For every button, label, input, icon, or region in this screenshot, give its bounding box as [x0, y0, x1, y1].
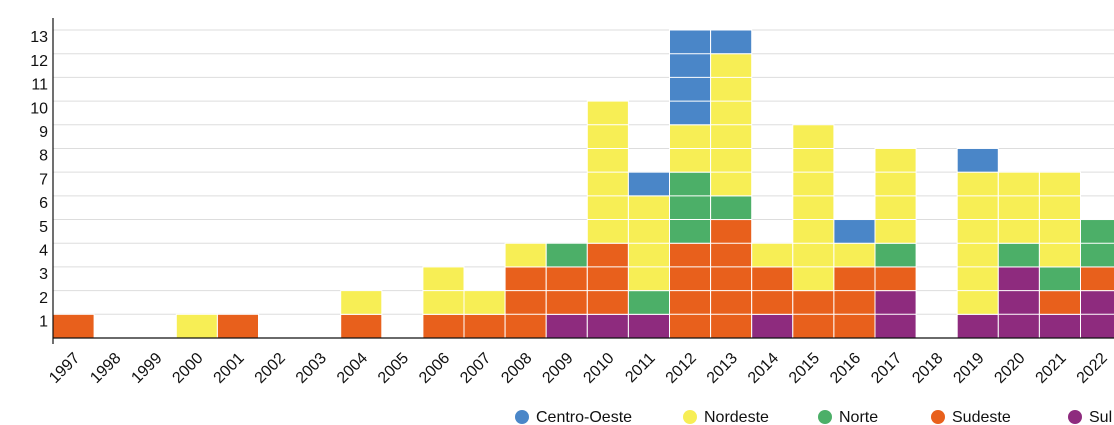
bar-segment	[175, 313, 218, 339]
bar-segment	[1080, 266, 1114, 292]
y-tick-label: 9	[39, 124, 48, 141]
x-tick-label: 2012	[663, 350, 700, 387]
x-tick-label: 2014	[745, 350, 782, 387]
x-tick-label: 2006	[416, 350, 453, 387]
bar-segment	[1038, 290, 1082, 315]
y-tick-label: 13	[30, 29, 48, 46]
y-tick-label: 4	[39, 242, 48, 259]
legend-swatch	[931, 410, 945, 424]
bar-segment	[586, 242, 629, 315]
y-tick-label: 7	[39, 171, 48, 188]
x-tick-label: 2003	[293, 350, 330, 387]
x-tick-label: 2002	[252, 350, 289, 387]
x-tick-label: 2007	[457, 350, 494, 387]
bar-segment	[545, 313, 588, 339]
bar-segment	[627, 290, 671, 315]
y-tick-label: 6	[39, 195, 48, 212]
bar-segment	[997, 171, 1040, 244]
x-tick-label: 2015	[786, 350, 823, 387]
x-tick-label: 1999	[128, 350, 165, 387]
x-tick-label: 2008	[498, 350, 535, 387]
legend-swatch	[683, 410, 697, 424]
x-tick-label: 1997	[46, 350, 83, 387]
x-tick-label: 1998	[87, 350, 124, 387]
x-tick-label: 2013	[704, 350, 741, 387]
bar-segment	[710, 219, 753, 339]
bar-segment	[874, 242, 917, 268]
legend-label: Nordeste	[704, 409, 769, 425]
bar-segment	[710, 195, 753, 221]
x-tick-label: 2022	[1074, 350, 1111, 387]
bar-segment	[627, 313, 671, 339]
legend-label: Norte	[839, 409, 878, 425]
bar-segment	[710, 29, 753, 55]
legend-swatch	[818, 410, 832, 424]
x-tick-label: 2011	[622, 350, 658, 386]
bar-segment	[463, 290, 506, 315]
x-tick-label: 2000	[169, 350, 206, 387]
bar-segment	[340, 290, 383, 315]
bar-segment	[504, 242, 547, 268]
bar-segment	[216, 313, 259, 339]
x-tick-label: 2004	[334, 350, 371, 387]
bar-segment	[792, 124, 835, 292]
bar-segment	[463, 313, 506, 339]
bar-segment	[956, 313, 999, 339]
x-tick-label: 2016	[827, 350, 864, 387]
bar-segment	[504, 266, 547, 339]
x-tick-label: 2010	[580, 350, 617, 387]
bar-segment	[586, 313, 629, 339]
y-tick-label: 5	[39, 219, 48, 236]
x-tick-label: 2019	[950, 350, 987, 387]
x-tick-label: 2018	[909, 350, 946, 387]
y-tick-label: 11	[31, 77, 48, 94]
y-tick-label: 12	[30, 53, 48, 70]
bar-segment	[627, 171, 671, 197]
bar-segment	[997, 242, 1040, 268]
bar-segment	[751, 313, 794, 339]
y-tick-label: 2	[39, 290, 48, 307]
x-tick-label: 2017	[868, 350, 905, 387]
bar-segment	[669, 171, 712, 244]
bar-segment	[833, 242, 876, 268]
y-tick-label: 8	[39, 148, 48, 165]
bar-segment	[833, 219, 876, 244]
x-tick-label: 2021	[1033, 350, 1070, 387]
legend-label: Centro-Oeste	[536, 409, 632, 425]
bar-segment	[340, 313, 383, 339]
bar-segment	[997, 266, 1040, 339]
legend-swatch	[1068, 410, 1082, 424]
bar-segment	[751, 242, 794, 268]
x-tick-label: 2020	[991, 350, 1028, 387]
bar-segment	[874, 266, 917, 292]
y-tick-label: 1	[39, 314, 48, 331]
bar-segment	[1038, 266, 1082, 292]
x-tick-label: 2001	[211, 350, 248, 387]
bar-segment	[833, 266, 876, 339]
y-tick-label: 3	[39, 266, 48, 283]
y-tick-label: 10	[30, 100, 48, 117]
legend-swatch	[515, 410, 529, 424]
bar-segment	[52, 313, 95, 339]
x-tick-label: 2009	[539, 350, 576, 387]
legend-label: Sudeste	[952, 409, 1011, 425]
bar-segment	[422, 313, 465, 339]
bar-segment	[1038, 313, 1082, 339]
legend-label: Sul	[1089, 409, 1112, 425]
x-tick-label: 2005	[375, 350, 412, 387]
bar-segment	[956, 147, 999, 173]
bar-segment	[545, 242, 588, 268]
